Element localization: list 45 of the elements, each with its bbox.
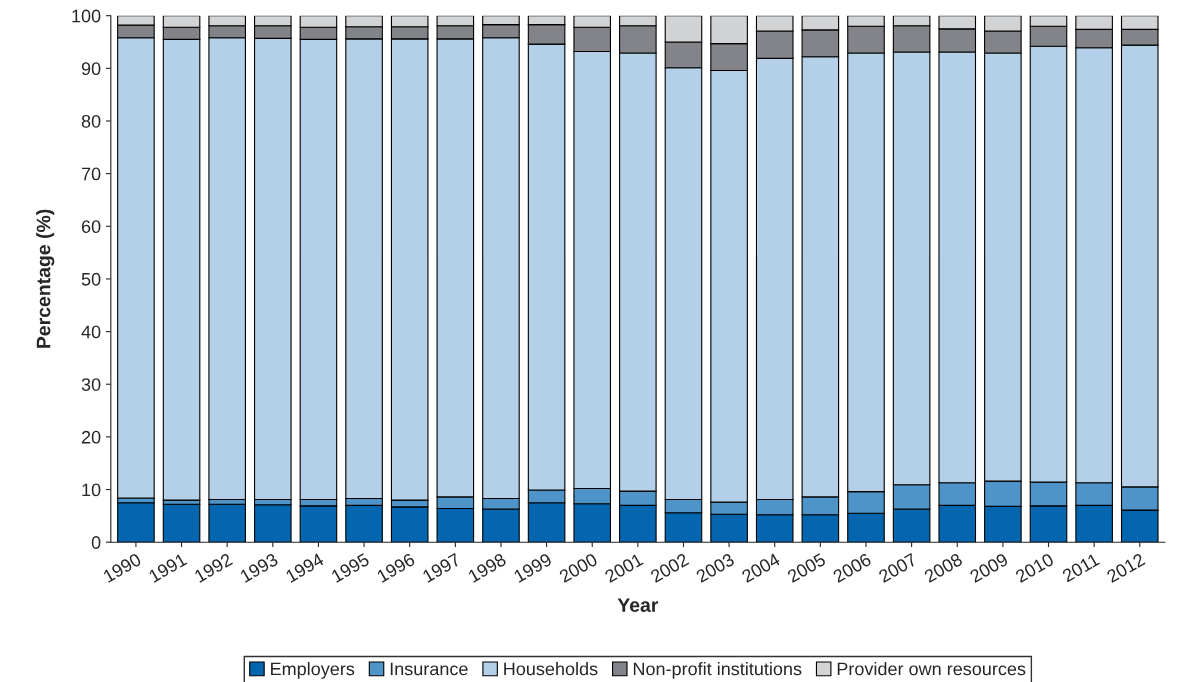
- x-tick-label: 1996: [376, 552, 416, 583]
- y-tick-label: 10: [82, 483, 101, 497]
- x-tick-label: 1999: [513, 552, 553, 583]
- x-axis-title: Year: [617, 598, 659, 612]
- legend-label: Insurance: [390, 662, 468, 676]
- y-tick-label: 60: [81, 220, 101, 234]
- x-tick-label: 2003: [695, 552, 736, 584]
- y-tick-label: 40: [81, 325, 101, 339]
- x-tick-label: 2008: [923, 552, 964, 584]
- x-tick-label: 1997: [421, 552, 462, 583]
- x-tick-label: 2004: [740, 552, 781, 584]
- x-tick-label: 1994: [285, 552, 325, 583]
- x-tick-label: 2009: [969, 552, 1009, 584]
- x-tick-label: 2012: [1106, 552, 1146, 584]
- bar: [208, 503, 246, 543]
- legend-label: Employers: [271, 662, 355, 679]
- x-tick-label: 1991: [148, 552, 188, 583]
- y-tick-label: 30: [81, 378, 101, 391]
- x-tick-label: 1992: [193, 552, 234, 583]
- legend-label: Non-profit institutions: [633, 662, 802, 679]
- bar: [254, 504, 292, 543]
- x-tick-label: 2000: [558, 552, 599, 584]
- x-tick-label: 1995: [330, 552, 371, 583]
- y-tick-label: 100: [72, 9, 101, 23]
- y-tick-label: 70: [81, 167, 101, 181]
- y-tick-label: 50: [81, 272, 101, 286]
- y-tick-label: 80: [81, 114, 101, 128]
- x-tick-label: 2005: [786, 552, 827, 584]
- y-tick-label: 20: [81, 430, 101, 444]
- bar: [117, 502, 155, 543]
- y-tick-label: 90: [81, 62, 101, 76]
- x-tick-label: 1998: [467, 552, 507, 583]
- x-tick-label: 1993: [239, 552, 279, 583]
- x-tick-label: 2011: [1061, 552, 1100, 583]
- x-tick-label: 2010: [1014, 552, 1055, 584]
- y-tick-label: 0: [91, 536, 101, 549]
- bar: [162, 503, 201, 543]
- legend-label: Provider own resources: [837, 662, 1026, 676]
- y-axis-title: Percentage (%): [36, 209, 55, 348]
- x-tick-label: 2001: [604, 552, 644, 584]
- x-tick-label: 1990: [102, 552, 142, 583]
- x-tick-label: 2007: [877, 552, 918, 584]
- x-tick-label: 2006: [832, 552, 872, 584]
- legend-label: Households: [504, 662, 598, 676]
- x-tick-label: 2002: [649, 552, 690, 584]
